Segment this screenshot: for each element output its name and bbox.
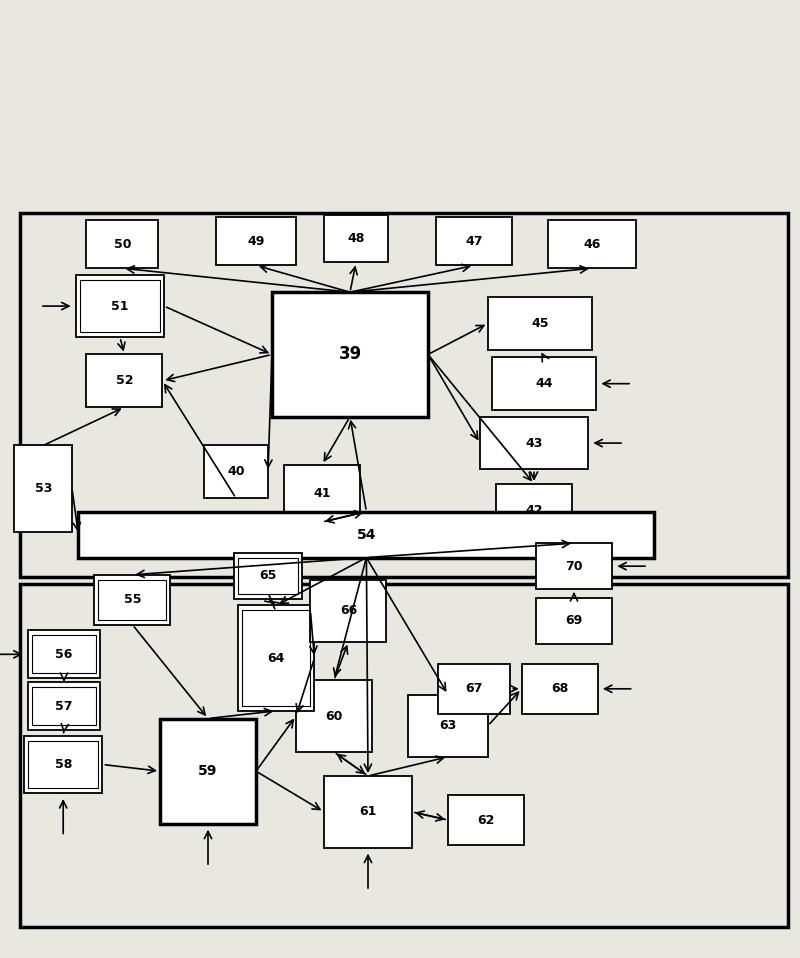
FancyBboxPatch shape <box>272 292 428 417</box>
FancyBboxPatch shape <box>86 220 158 268</box>
Text: 56: 56 <box>55 648 73 661</box>
FancyBboxPatch shape <box>324 776 412 848</box>
FancyBboxPatch shape <box>28 682 100 730</box>
FancyBboxPatch shape <box>492 357 596 410</box>
Text: 68: 68 <box>551 682 568 696</box>
FancyBboxPatch shape <box>78 512 654 558</box>
FancyBboxPatch shape <box>76 275 164 337</box>
Text: 61: 61 <box>359 806 377 818</box>
FancyBboxPatch shape <box>86 354 162 407</box>
FancyBboxPatch shape <box>204 445 268 498</box>
Text: 66: 66 <box>340 604 357 617</box>
FancyBboxPatch shape <box>28 630 100 678</box>
Text: 69: 69 <box>566 614 582 627</box>
Text: 46: 46 <box>583 238 601 251</box>
Text: 70: 70 <box>566 559 582 573</box>
Text: 49: 49 <box>247 235 265 248</box>
Text: 39: 39 <box>338 346 362 363</box>
FancyBboxPatch shape <box>522 664 598 714</box>
Text: 52: 52 <box>116 375 133 387</box>
Text: 50: 50 <box>114 238 131 251</box>
FancyBboxPatch shape <box>324 215 388 262</box>
Text: 42: 42 <box>526 504 542 516</box>
Text: 65: 65 <box>259 569 276 582</box>
Text: 51: 51 <box>111 300 129 312</box>
FancyBboxPatch shape <box>216 217 296 265</box>
Text: 45: 45 <box>531 317 549 330</box>
FancyBboxPatch shape <box>536 598 612 644</box>
FancyBboxPatch shape <box>408 695 488 757</box>
FancyBboxPatch shape <box>488 297 592 350</box>
FancyBboxPatch shape <box>536 543 612 589</box>
Text: 41: 41 <box>314 487 330 500</box>
FancyBboxPatch shape <box>234 553 302 599</box>
Text: 47: 47 <box>466 235 482 248</box>
FancyBboxPatch shape <box>24 736 102 793</box>
FancyBboxPatch shape <box>14 445 72 532</box>
Text: 64: 64 <box>268 651 285 665</box>
Text: 57: 57 <box>55 699 73 713</box>
FancyBboxPatch shape <box>436 217 512 265</box>
FancyBboxPatch shape <box>448 795 524 845</box>
Text: 62: 62 <box>478 813 494 827</box>
Text: 55: 55 <box>124 593 141 606</box>
FancyBboxPatch shape <box>94 575 170 625</box>
Text: 63: 63 <box>439 719 457 732</box>
Text: 67: 67 <box>466 682 483 696</box>
FancyBboxPatch shape <box>296 680 372 752</box>
Text: 48: 48 <box>347 232 365 245</box>
Text: 58: 58 <box>54 758 72 771</box>
Text: 44: 44 <box>535 377 553 390</box>
FancyBboxPatch shape <box>438 664 510 714</box>
FancyBboxPatch shape <box>284 465 360 522</box>
FancyBboxPatch shape <box>496 484 572 536</box>
Text: 59: 59 <box>198 764 218 778</box>
Text: 54: 54 <box>357 528 376 541</box>
Text: 43: 43 <box>526 437 542 449</box>
FancyBboxPatch shape <box>160 718 256 824</box>
Text: 53: 53 <box>34 482 52 495</box>
Text: 40: 40 <box>227 466 245 478</box>
FancyBboxPatch shape <box>310 580 386 642</box>
FancyBboxPatch shape <box>548 220 636 268</box>
FancyBboxPatch shape <box>238 605 314 711</box>
Text: 60: 60 <box>326 710 342 722</box>
FancyBboxPatch shape <box>480 417 588 469</box>
